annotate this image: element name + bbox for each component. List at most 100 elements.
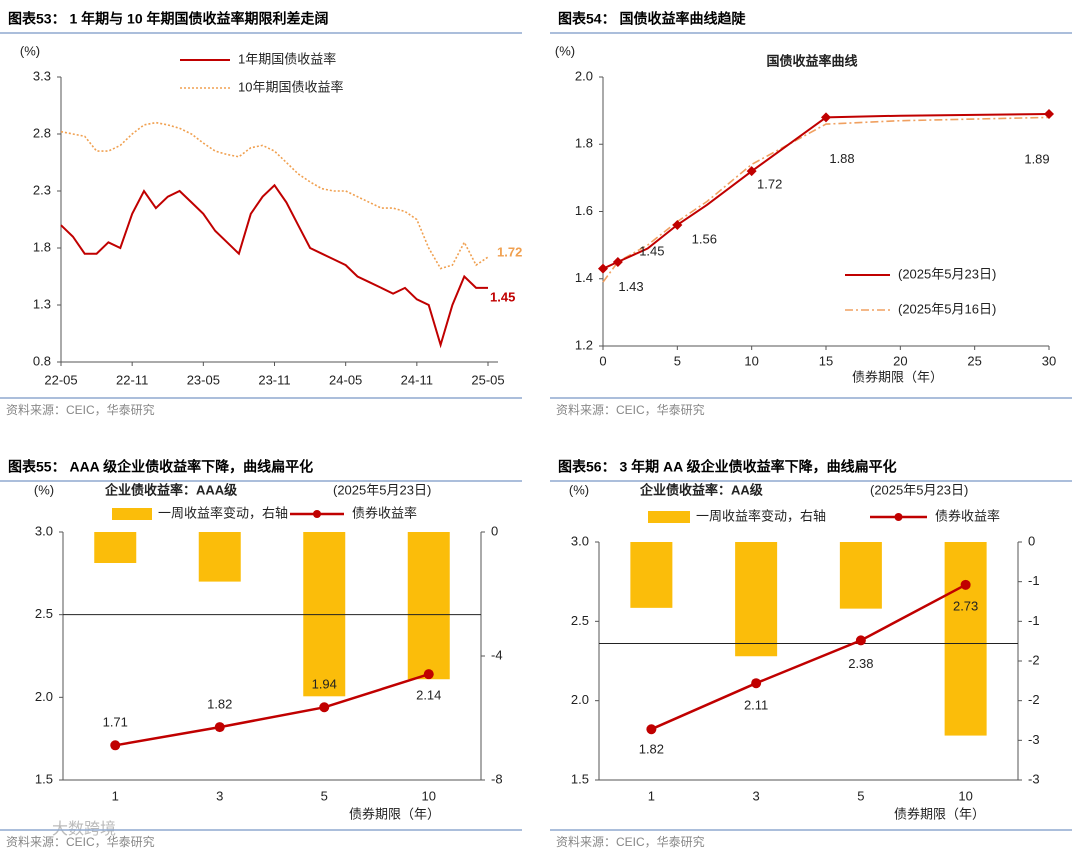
marker [423,669,434,680]
bar [407,532,450,680]
y2-tick-label: -2 [1028,692,1040,707]
series-line [602,113,1050,270]
y2-tick-label: -2 [1028,652,1040,667]
y-tick-label: 3.3 [33,68,51,83]
x-axis-label: 债券期限（年） [349,806,440,821]
bar [303,532,346,697]
y2-tick-label: -3 [1028,732,1040,747]
chart-title: 企业债收益率：AAA级 [104,482,238,497]
chart-title: 企业债收益率：AA级 [639,482,764,497]
x-tick-label: 3 [753,788,760,803]
x-tick-label: 22-11 [116,372,148,387]
y-unit: (%) [20,43,40,58]
y2-tick-label: 0 [491,523,498,538]
marker [821,112,831,123]
x-tick-label: 23-11 [258,372,290,387]
x-axis-label: 债券期限（年） [852,369,943,384]
chart-subtitle: (2025年5月23日) [333,482,431,497]
source: 资料来源：CEIC，华泰研究 [6,402,155,417]
value-label: 1.88 [829,151,854,166]
value-label: 1.94 [312,677,337,692]
legend-swatch [648,511,690,523]
marker [214,722,225,733]
marker [110,740,121,751]
source: 资料来源：CEIC，华泰研究 [6,834,155,848]
y-tick-label: 1.8 [575,136,593,151]
x-tick-label: 1 [112,788,119,803]
value-label: 1.72 [757,177,782,192]
y-tick-label: 1.2 [575,337,593,352]
legend-swatch [112,508,152,520]
y2-tick-label: -8 [491,771,503,786]
y2-tick-label: -1 [1028,573,1040,588]
watermark: 大数跨境 [52,819,116,838]
marker [672,219,683,230]
legend-label: 一周收益率变动，右轴 [158,505,288,520]
series-line [60,121,489,270]
x-tick-label: 22-05 [44,372,77,387]
series-line [60,183,488,349]
x-tick-label: 3 [216,788,223,803]
bar [94,532,137,563]
y-tick-label: 1.3 [33,296,51,311]
bar [630,542,673,608]
x-tick-label: 5 [321,788,328,803]
y-tick-label: 2.5 [35,606,53,621]
y-tick-label: 1.8 [33,239,51,254]
value-label: 1.82 [207,697,232,712]
legend-marker [313,510,321,518]
source: 资料来源：CEIC，华泰研究 [556,834,705,848]
x-tick-label: 10 [958,788,972,803]
y-unit: (%) [569,482,589,497]
legend-label: 10年期国债收益率 [238,79,343,94]
y2-tick-label: -1 [1028,613,1040,628]
legend-label: 1年期国债收益率 [238,51,336,66]
x-tick-label: 10 [744,353,758,368]
marker [751,678,762,689]
value-label: 1.56 [692,231,717,246]
x-tick-label: 24-11 [401,372,433,387]
value-label: 1.43 [618,279,643,294]
y2-tick-label: -3 [1028,771,1040,786]
series-line [650,583,967,731]
bar [735,542,778,657]
marker [746,166,757,177]
marker [1044,108,1054,119]
y-tick-label: 1.5 [35,771,53,786]
value-label: 2.11 [744,698,768,713]
bar [839,542,882,609]
y-tick-label: 3.0 [571,533,589,548]
x-tick-label: 25 [967,353,981,368]
y-tick-label: 1.4 [575,270,593,285]
value-label: 1.82 [639,742,664,757]
value-label: 1.71 [103,715,128,730]
y-tick-label: 0.8 [33,353,51,368]
bar [944,542,987,736]
y2-tick-label: 0 [1028,533,1035,548]
chart-title: 国债收益率曲线 [766,53,857,68]
value-label: 2.38 [848,656,873,671]
value-label: 1.45 [639,243,664,258]
y-unit: (%) [34,482,54,497]
marker [598,263,608,274]
series-line [115,673,430,747]
legend-label: 一周收益率变动，右轴 [696,508,826,523]
legend-label: (2025年5月16日) [898,301,996,316]
x-axis-label: 债券期限（年） [894,806,985,821]
x-tick-label: 20 [893,353,907,368]
x-tick-label: 1 [648,788,655,803]
end-label: 1.72 [497,245,522,260]
x-tick-label: 23-05 [187,372,220,387]
value-label: 1.89 [1024,151,1049,166]
legend-label: (2025年5月23日) [898,266,996,281]
source: 资料来源：CEIC，华泰研究 [556,402,705,417]
x-tick-label: 25-05 [471,372,504,387]
marker [319,702,330,713]
legend-marker [894,513,903,521]
x-tick-label: 0 [599,353,606,368]
marker [855,635,866,646]
y2-tick-label: -4 [491,647,503,662]
y-tick-label: 2.5 [571,613,589,628]
end-label: 1.45 [490,289,515,304]
